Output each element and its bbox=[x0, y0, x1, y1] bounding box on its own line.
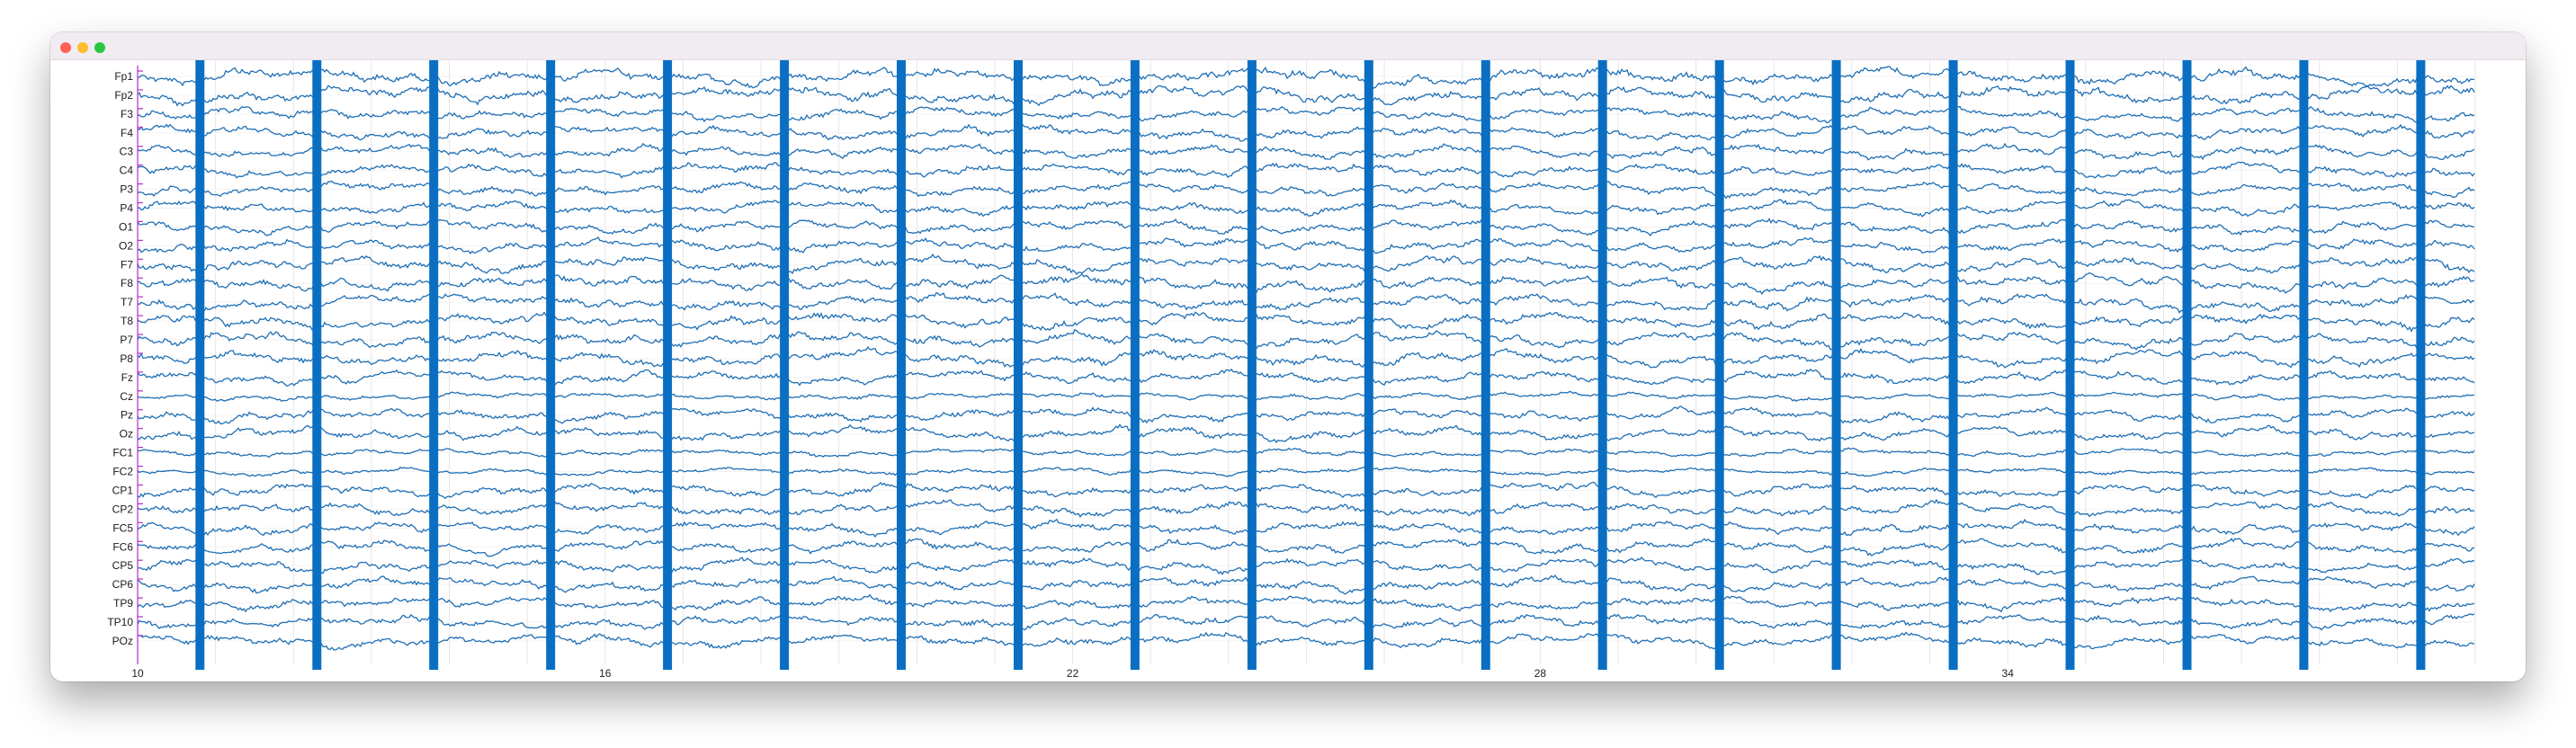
channel-label-p8: P8 bbox=[120, 352, 133, 365]
x-tick-label: 22 bbox=[1067, 667, 1079, 680]
x-tick-label: 16 bbox=[599, 667, 612, 680]
artifact-band bbox=[1598, 60, 1607, 670]
x-tick-label: 34 bbox=[2002, 667, 2015, 680]
channel-label-t8: T8 bbox=[121, 315, 133, 327]
channel-label-fc6: FC6 bbox=[112, 540, 133, 553]
channel-label-cp6: CP6 bbox=[112, 578, 134, 591]
channel-label-f4: F4 bbox=[121, 127, 133, 139]
artifact-band bbox=[2066, 60, 2075, 670]
channel-label-f3: F3 bbox=[121, 108, 133, 120]
channel-label-p3: P3 bbox=[120, 183, 133, 196]
channel-label-o1: O1 bbox=[119, 220, 133, 233]
artifact-band bbox=[2416, 60, 2425, 670]
x-tick-labels: 10 16 22 28 34 bbox=[131, 667, 2014, 680]
artifact-band bbox=[663, 60, 672, 670]
channel-labels: Fp1 Fp2 F3 F4 C3 C4 P3 P4 O1 O2 F7 F8 T7 T8 P7 P8 Fz Cz Pz… bbox=[107, 70, 133, 647]
channel-label-tp9: TP9 bbox=[113, 597, 133, 610]
title-bar bbox=[50, 32, 2526, 60]
minimize-window-button[interactable] bbox=[77, 42, 88, 53]
channel-label-p4: P4 bbox=[120, 202, 133, 215]
channel-label-f8: F8 bbox=[121, 277, 133, 289]
channel-label-fc5: FC5 bbox=[112, 521, 133, 534]
artifact-band bbox=[1715, 60, 1724, 670]
channel-label-f7: F7 bbox=[121, 258, 133, 271]
channel-label-c4: C4 bbox=[120, 165, 134, 177]
channel-label-fp2: Fp2 bbox=[114, 89, 133, 102]
channel-label-cp2: CP2 bbox=[112, 503, 134, 515]
close-window-button[interactable] bbox=[60, 42, 71, 53]
artifact-band bbox=[897, 60, 906, 670]
scale-bars bbox=[138, 66, 143, 664]
eeg-plot-area[interactable]: Fp1 Fp2 F3 F4 C3 C4 P3 P4 O1 O2 F7 F8 T7 T8 P7 P8 Fz Cz Pz… bbox=[50, 60, 2526, 681]
artifact-band bbox=[2299, 60, 2308, 670]
artifact-band bbox=[1014, 60, 1023, 670]
app-window: Fp1 Fp2 F3 F4 C3 C4 P3 P4 O1 O2 F7 F8 T7 T8 P7 P8 Fz Cz Pz… bbox=[50, 32, 2526, 681]
x-tick-label: 28 bbox=[1534, 667, 1547, 680]
artifact-band bbox=[1949, 60, 1958, 670]
channel-label-fc1: FC1 bbox=[112, 447, 133, 459]
channel-label-pz: Pz bbox=[121, 409, 133, 422]
artifact-band bbox=[780, 60, 789, 670]
channel-label-tp10: TP10 bbox=[107, 616, 133, 628]
grid-lines bbox=[138, 60, 2475, 664]
artifact-band bbox=[312, 60, 321, 670]
channel-label-cz: Cz bbox=[120, 390, 133, 403]
channel-label-poz: POz bbox=[112, 635, 133, 647]
artifact-band bbox=[1131, 60, 1140, 670]
channel-label-fp1: Fp1 bbox=[114, 70, 133, 83]
channel-label-t7: T7 bbox=[121, 296, 133, 308]
channel-label-c3: C3 bbox=[120, 146, 134, 158]
artifact-band bbox=[1832, 60, 1841, 670]
channel-label-cp5: CP5 bbox=[112, 559, 134, 572]
eeg-chart: Fp1 Fp2 F3 F4 C3 C4 P3 P4 O1 O2 F7 F8 T7 T8 P7 P8 Fz Cz Pz… bbox=[50, 60, 2526, 681]
x-tick-label: 10 bbox=[131, 667, 144, 680]
channel-label-fc2: FC2 bbox=[112, 466, 133, 478]
artifact-band bbox=[2183, 60, 2192, 670]
artifact-band bbox=[1248, 60, 1257, 670]
artifact-band bbox=[195, 60, 204, 670]
artifact-band bbox=[429, 60, 438, 670]
artifact-band bbox=[1481, 60, 1490, 670]
zoom-window-button[interactable] bbox=[94, 42, 105, 53]
channel-label-cp1: CP1 bbox=[112, 484, 134, 496]
channel-label-o2: O2 bbox=[119, 239, 133, 252]
artifact-band bbox=[546, 60, 555, 670]
channel-label-p7: P7 bbox=[120, 334, 133, 346]
artifact-band bbox=[1364, 60, 1373, 670]
channel-label-fz: Fz bbox=[121, 371, 133, 384]
channel-label-oz: Oz bbox=[120, 428, 133, 441]
